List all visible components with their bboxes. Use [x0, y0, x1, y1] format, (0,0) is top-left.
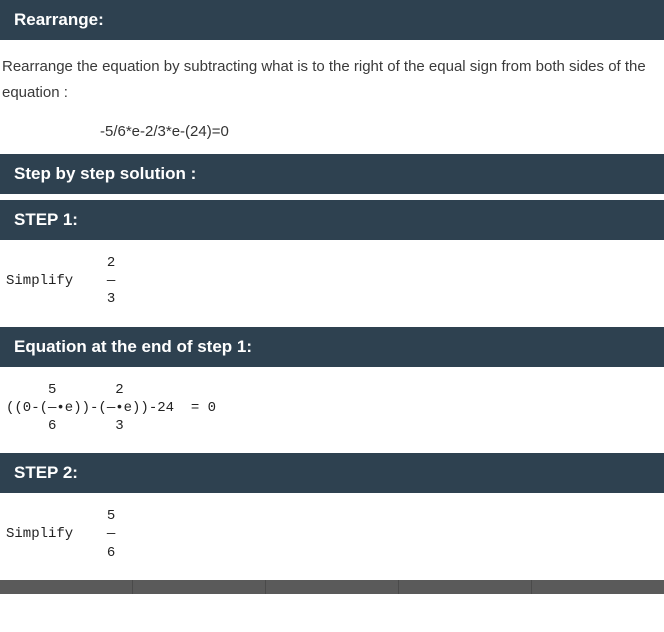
end-step1-expression: 5 2 ((0-(—•e))-(—•e))-24 = 0 6 3: [0, 367, 664, 454]
section-header-step2: STEP 2:: [0, 453, 664, 493]
bottom-strip: [0, 580, 664, 594]
section-header-rearrange: Rearrange:: [0, 0, 664, 40]
rearranged-equation: -5/6*e-2/3*e-(24)=0: [0, 115, 664, 154]
section-header-step-by-step: Step by step solution :: [0, 154, 664, 194]
rearrange-description: Rearrange the equation by subtracting wh…: [0, 40, 664, 115]
section-header-end-step1: Equation at the end of step 1:: [0, 327, 664, 367]
step1-expression: 2 Simplify — 3: [0, 240, 664, 327]
section-header-step1: STEP 1:: [0, 200, 664, 240]
step2-expression: 5 Simplify — 6: [0, 493, 664, 580]
